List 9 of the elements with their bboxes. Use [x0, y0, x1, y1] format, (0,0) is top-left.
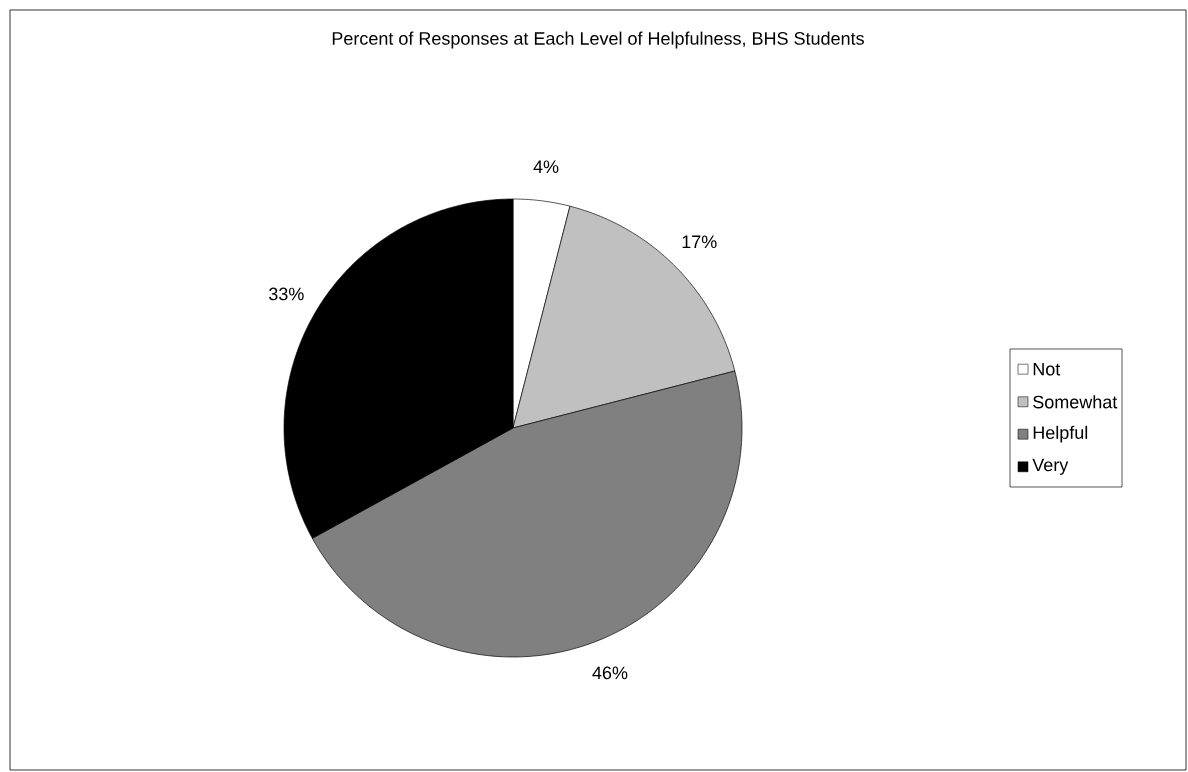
chart-title: Percent of Responses at Each Level of Helpfulness, BHS Students	[332, 31, 864, 49]
legend-label: Not	[1033, 362, 1061, 376]
data-label: 17%	[682, 235, 717, 249]
data-label: 33%	[269, 287, 304, 301]
legend-label: Helpful	[1033, 425, 1088, 443]
data-label: 4%	[533, 160, 559, 174]
legend-label: Somewhat	[1033, 395, 1118, 409]
legend-label: Very	[1032, 458, 1069, 475]
data-label: 46%	[592, 666, 628, 680]
